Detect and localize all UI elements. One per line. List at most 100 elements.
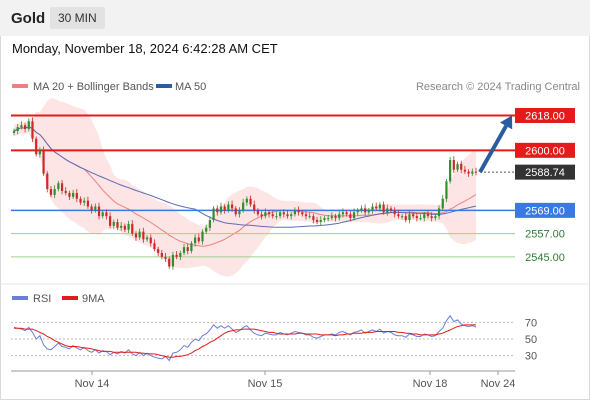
copyright-label: Research © 2024 Trading Central (416, 81, 580, 93)
level-label-box-2 (515, 164, 575, 180)
candle-body (242, 202, 245, 211)
candle-body (408, 214, 411, 221)
level-label-2: 2588.74 (525, 167, 565, 179)
candle-body (456, 163, 459, 170)
candle-body (75, 192, 78, 199)
candle-body (205, 227, 208, 232)
candle-body (393, 210, 396, 215)
candle-body (389, 208, 393, 211)
candle-body (149, 237, 152, 244)
candle-body (445, 181, 448, 199)
candle-body (471, 171, 474, 174)
projection-arrow-head (500, 115, 513, 130)
candle-body (53, 189, 56, 195)
candle-body (312, 216, 315, 221)
candle-body (419, 218, 422, 220)
candle-body (301, 212, 304, 215)
candle-body (474, 171, 478, 173)
candle-body (449, 160, 452, 182)
rsi-tick-1: 50 (525, 334, 537, 346)
candle-body (271, 214, 274, 217)
candle-body (23, 125, 27, 130)
candle-body (397, 214, 400, 217)
candle-body (304, 214, 308, 217)
candle-body (286, 214, 289, 217)
candle-body (216, 208, 219, 213)
candle-body (249, 198, 252, 205)
candle-body (430, 216, 433, 219)
candle-body (157, 249, 160, 253)
candle-body (364, 208, 367, 213)
candle-body (360, 208, 363, 211)
candle-body (330, 216, 333, 219)
candle-body (345, 212, 348, 215)
candle-body (375, 206, 378, 209)
candle-body (123, 225, 126, 230)
candle-body (279, 212, 282, 217)
candle-body (423, 214, 426, 219)
candle-body (230, 204, 234, 209)
candle-body (16, 127, 19, 131)
candle-body (57, 183, 60, 190)
candle-body (186, 247, 189, 252)
candle-body (212, 208, 215, 221)
candle-body (49, 189, 53, 195)
candle-body (219, 206, 223, 213)
candle-body (153, 243, 156, 250)
level-label-box-3 (515, 202, 575, 218)
candle-body (253, 204, 256, 211)
level-label-0: 2618.00 (525, 110, 565, 122)
candle-body (460, 163, 463, 170)
candle-body (315, 220, 319, 222)
candle-body (160, 252, 163, 257)
candle-body (134, 233, 138, 238)
legend-ma50-label: MA 50 (175, 81, 206, 93)
candle-body (371, 206, 374, 211)
candle-body (256, 210, 260, 215)
candle-body (404, 216, 407, 221)
candle-body (138, 231, 141, 238)
candle-body (171, 254, 175, 267)
candle-body (193, 237, 197, 244)
candle-body (12, 130, 16, 133)
legend-9ma-label: 9MA (82, 293, 105, 305)
candle-body (260, 214, 263, 217)
candle-body (352, 212, 356, 219)
candle-body (120, 225, 123, 228)
candle-body (415, 216, 418, 219)
candle-body (319, 220, 322, 222)
candle-body (127, 223, 130, 230)
chart-header: Gold 30 MIN (0, 0, 590, 36)
candle-body (142, 231, 145, 240)
candle-body (20, 125, 23, 128)
legend-rsi-label: RSI (33, 293, 51, 305)
candle-body (208, 220, 211, 228)
candle-body (234, 208, 237, 215)
candle-body (101, 212, 104, 217)
legend-ma50-swatch (156, 84, 172, 88)
candle-body (378, 204, 382, 209)
candle-body (334, 216, 337, 219)
candle-body (338, 214, 341, 219)
candle-body (290, 214, 293, 217)
candle-body (97, 206, 101, 217)
timeframe-badge[interactable]: 30 MIN (50, 7, 105, 29)
x-tick-label-1: Nov 15 (248, 378, 283, 390)
level-label-1: 2600.00 (525, 145, 565, 157)
candle-body (412, 214, 415, 217)
candle-body (83, 200, 86, 203)
candle-body (112, 221, 115, 226)
level-label-3: 2569.00 (525, 205, 565, 217)
projection-arrow-shaft (478, 124, 508, 174)
candle-body (434, 216, 437, 219)
candle-body (164, 256, 167, 259)
candle-body (68, 192, 71, 197)
candle-body (327, 218, 330, 220)
candle-body (223, 206, 226, 211)
candle-body (245, 198, 248, 203)
candle-body (349, 214, 352, 219)
candle-body (190, 243, 193, 252)
candle-body (108, 216, 112, 226)
level-label-box-1 (515, 142, 575, 158)
candle-body (463, 169, 467, 172)
